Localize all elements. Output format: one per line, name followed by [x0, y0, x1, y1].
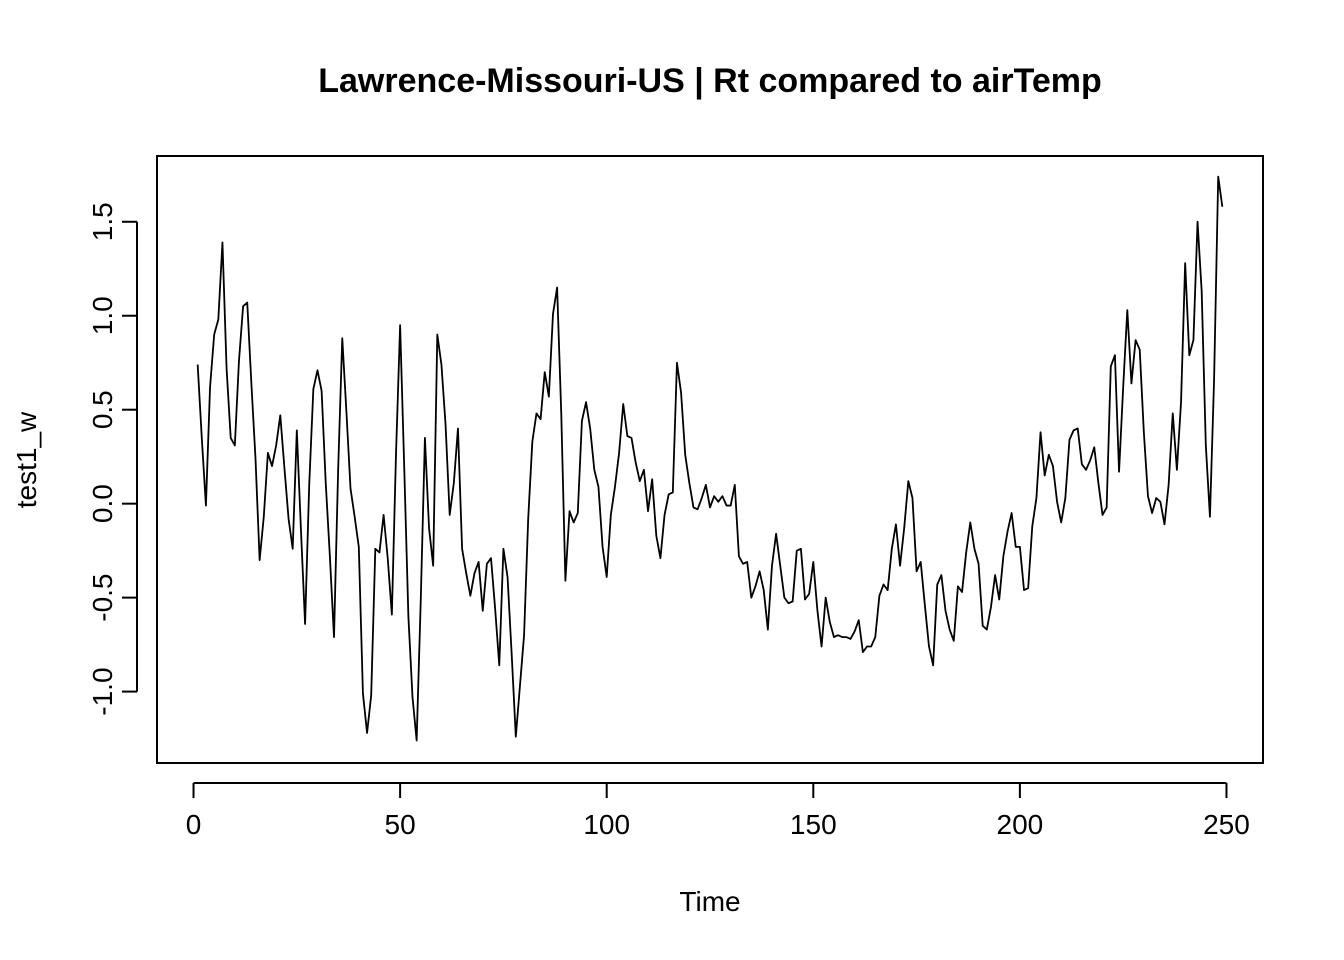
chart-title: Lawrence-Missouri-US | Rt compared to ai… — [318, 62, 1101, 100]
x-tick-label: 250 — [1203, 809, 1250, 840]
x-tick-label: 100 — [583, 809, 630, 840]
plot-frame — [156, 155, 1264, 764]
y-tick-label: 1.0 — [87, 296, 118, 335]
y-tick-label: -0.5 — [87, 574, 118, 622]
y-axis-label: test1_w — [11, 411, 42, 508]
y-tick-label: 0.5 — [87, 390, 118, 429]
y-axis: -1.0 -0.5 0.0 0.5 1.0 1.5 — [87, 202, 138, 716]
x-axis-label: Time — [679, 886, 740, 917]
x-tick-label: 0 — [186, 809, 202, 840]
x-axis: 0 50 100 150 200 250 — [186, 782, 1250, 840]
y-tick-label: 1.5 — [87, 202, 118, 241]
series-line — [196, 175, 1224, 742]
y-tick-label: 0.0 — [87, 484, 118, 523]
x-tick-label: 150 — [790, 809, 837, 840]
y-tick-label: -1.0 — [87, 667, 118, 715]
x-tick-label: 50 — [385, 809, 416, 840]
x-tick-label: 200 — [997, 809, 1044, 840]
